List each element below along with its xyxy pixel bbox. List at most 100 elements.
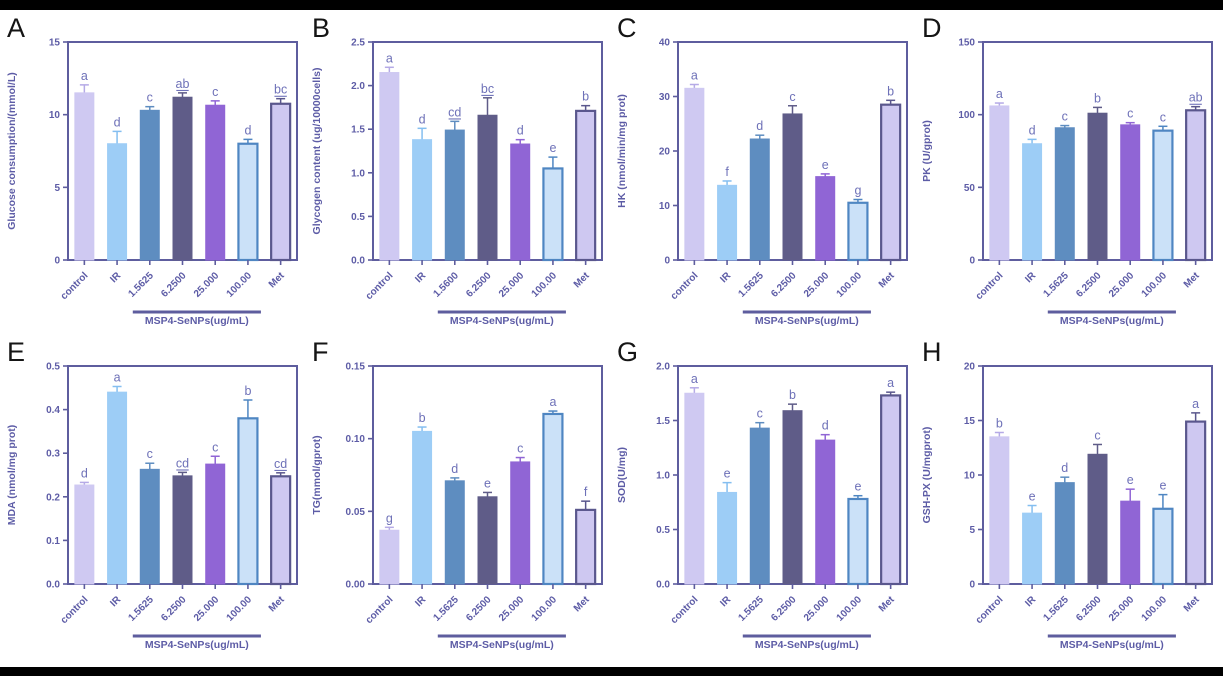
significance-letter: c [1094,428,1100,442]
significance-letter: a [996,87,1003,101]
panel-letter-g: G [617,337,639,367]
significance-letter: c [212,440,218,454]
y-tick-label: 0.5 [351,212,365,223]
y-tick-label: 10 [49,110,61,121]
significance-letter: ab [176,77,190,91]
y-tick-label: 0.0 [656,580,670,591]
significance-letter: a [691,372,698,386]
bar-control [74,92,95,261]
bar-100.00 [1152,507,1174,586]
bar-chart-gsh-px: 0 5 10 15 20 GSH-PX (U/mgprot) b control e IR d 1.5… [921,362,1213,651]
significance-letter: b [582,90,589,104]
y-tick-label: 0.1 [46,536,60,547]
bottom-letterbox-bar [0,667,1223,676]
panel-letter-c: C [617,13,637,43]
significance-letter: e [724,467,731,481]
bar-control [989,105,1010,261]
y-tick-label: 0.0 [351,256,365,267]
panel-letter-b: B [312,13,331,43]
significance-letter: b [1094,91,1101,105]
y-tick-label: 0.5 [656,525,670,536]
x-tick-label: 100.00 [530,594,560,624]
significance-letter: c [212,85,218,99]
significance-letter: b [789,388,796,402]
significance-letter: b [887,84,894,98]
bar-Met [575,508,597,586]
bar-IR [412,430,433,585]
panel-letter-d: D [922,13,942,43]
significance-letter: f [584,485,588,499]
x-tick-label: control [669,594,701,626]
significance-letter: a [81,69,88,83]
x-tick-label: 25.000 [497,270,527,300]
x-tick-label: IR [108,270,123,285]
y-tick-label: 150 [958,38,975,49]
y-tick-label: 0.0 [46,580,60,591]
figure-panel-grid: A 0 5 10 15 Glucose consumption/(mmol/L) a con… [0,10,1223,664]
bar-control [684,87,705,261]
significance-letter: a [549,395,556,409]
x-tick-label: control [974,594,1006,626]
x-tick-label: 100.00 [1140,270,1170,300]
bar-100.00 [237,417,259,586]
figure-row-2: E 0.0 0.1 0.2 0.3 0.4 0.5 MDA (nmol/mg prot) d c… [0,337,1223,664]
significance-letter: f [725,165,729,179]
significance-letter: d [822,419,829,433]
bar-IR [717,491,738,585]
x-tick-label: 25.000 [192,594,222,624]
panel-e: E 0.0 0.1 0.2 0.3 0.4 0.5 MDA (nmol/mg prot) d c… [0,337,305,664]
y-tick-label: 0.05 [346,507,366,518]
panel-c: C 0 10 20 30 40 HK (nmol/min/mg prot) a control… [610,13,915,340]
group-label: MSP4-SeNPs(ug/mL) [450,315,554,327]
bar-IR [1022,143,1043,261]
x-tick-label: control [364,594,396,626]
y-tick-label: 1.5 [656,416,670,427]
y-tick-label: 2.0 [656,362,670,373]
bar-chart-glycogen-content: 0.0 0.5 1.0 1.5 2.0 2.5 Glycogen content (ug/1… [311,38,603,327]
bar-100.00 [1152,129,1174,262]
significance-letter: a [114,370,121,384]
y-tick-label: 10 [964,471,976,482]
x-tick-label: 25.000 [1107,594,1137,624]
x-tick-label: 6.2500 [464,594,494,624]
x-tick-label: 25.000 [192,270,222,300]
x-tick-label: 1.5625 [126,594,156,624]
panel-g: G 0.0 0.5 1.0 1.5 2.0 SOD(U/mg) a control e IR c 1.… [610,337,915,664]
panel-h: H 0 5 10 15 20 GSH-PX (U/mgprot) b control e IR d 1… [915,337,1220,664]
top-letterbox-bar [0,0,1223,10]
significance-letter: d [244,123,251,137]
x-tick-label: IR [108,594,123,609]
bar-Met [270,475,292,586]
panel-a: A 0 5 10 15 Glucose consumption/(mmol/L) a con… [0,13,305,340]
y-axis-title: HK (nmol/min/mg prot) [616,94,628,208]
y-axis-title: PK (U/gprot) [921,120,933,182]
x-tick-label: 1.5625 [126,270,156,300]
significance-letter: d [419,112,426,126]
x-tick-label: IR [1023,270,1038,285]
y-axis-title: Glycogen content (ug/10000cells) [311,68,323,235]
bar-25.000 [815,176,836,261]
significance-letter: e [549,141,556,155]
significance-letter: e [1127,473,1134,487]
panel-letter-f: F [312,337,329,367]
significance-letter: c [147,91,153,105]
bar-Met [880,394,902,586]
group-label: MSP4-SeNPs(ug/mL) [755,639,859,651]
y-tick-label: 2.0 [351,81,365,92]
bar-6.2500 [172,475,193,585]
y-tick-label: 1.0 [656,471,670,482]
group-label: MSP4-SeNPs(ug/mL) [145,639,249,651]
y-tick-label: 20 [964,362,976,373]
significance-letter: a [1192,397,1199,411]
bar-6.2500 [1087,453,1108,585]
group-label: MSP4-SeNPs(ug/mL) [450,639,554,651]
group-label: MSP4-SeNPs(ug/mL) [755,315,859,327]
y-tick-label: 0 [969,256,975,267]
y-tick-label: 1.5 [351,125,365,136]
bar-control [379,72,400,261]
significance-letter: g [386,511,393,525]
significance-letter: e [854,480,861,494]
x-tick-label: control [669,270,701,302]
y-axis-title: MDA (nmol/mg prot) [6,425,18,526]
bar-1.5625 [1054,127,1075,261]
